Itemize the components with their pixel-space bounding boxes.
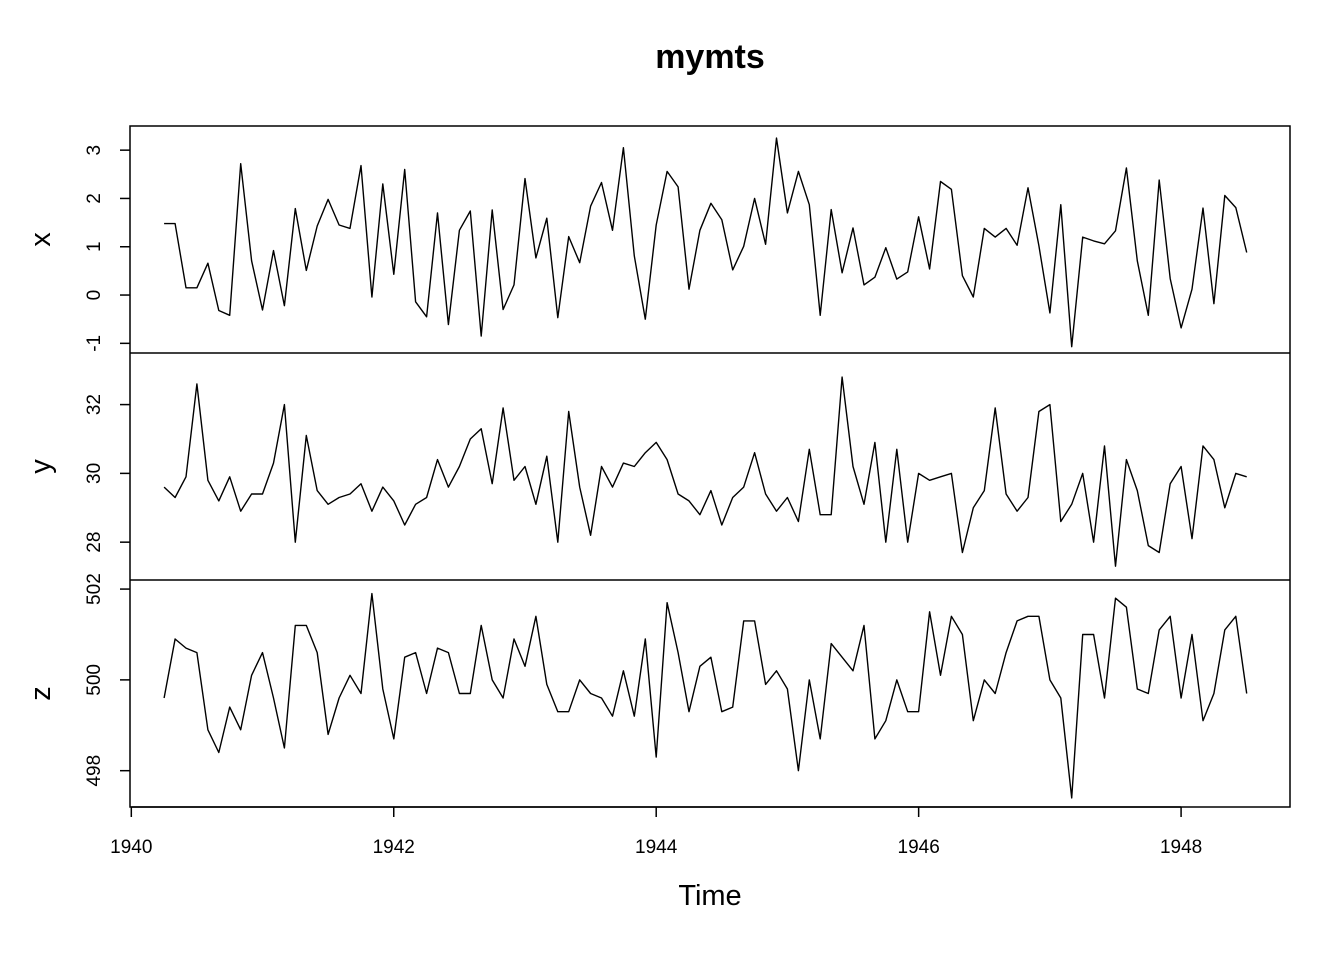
y-axis-label-y: y <box>25 459 57 474</box>
x-tick-label: 1948 <box>1160 837 1202 858</box>
x-tick-label: 1942 <box>373 837 415 858</box>
y-tick-label: 0 <box>84 290 105 301</box>
y-tick-label: 32 <box>84 394 105 415</box>
panel-y: y 28 30 32 <box>25 352 1290 567</box>
y-tick-label: 1 <box>84 241 105 252</box>
series-line-y <box>163 376 1247 567</box>
y-axis-label-x: x <box>25 232 57 247</box>
series-line-x <box>164 137 1248 348</box>
y-tick-label: 2 <box>84 193 105 204</box>
y-tick-label: 498 <box>84 755 105 787</box>
y-tick-label: 502 <box>84 573 105 605</box>
x-axis-label: Time <box>678 880 741 912</box>
series-line-z <box>163 592 1248 799</box>
x-tick-label: 1940 <box>110 837 152 858</box>
x-tick-label: 1946 <box>898 837 940 858</box>
y-tick-label: 28 <box>84 532 105 553</box>
y-tick-label: 30 <box>84 463 105 484</box>
x-tick-label: 1944 <box>635 837 678 858</box>
plot-frame <box>129 125 1291 808</box>
y-axis-label-z: z <box>25 686 57 701</box>
x-axis: 1940 1942 1944 1946 1948 <box>110 806 1202 858</box>
chart-title: mymts <box>655 38 765 76</box>
panels-group: x -1 0 1 2 3 y 28 30 32 z 498 500 502 <box>25 137 1290 799</box>
panel-z: z 498 500 502 <box>25 573 1290 799</box>
y-tick-label: 3 <box>84 145 105 156</box>
y-tick-label: 500 <box>84 664 105 696</box>
panel-x: x -1 0 1 2 3 <box>25 137 1248 352</box>
y-tick-label: -1 <box>84 335 105 352</box>
